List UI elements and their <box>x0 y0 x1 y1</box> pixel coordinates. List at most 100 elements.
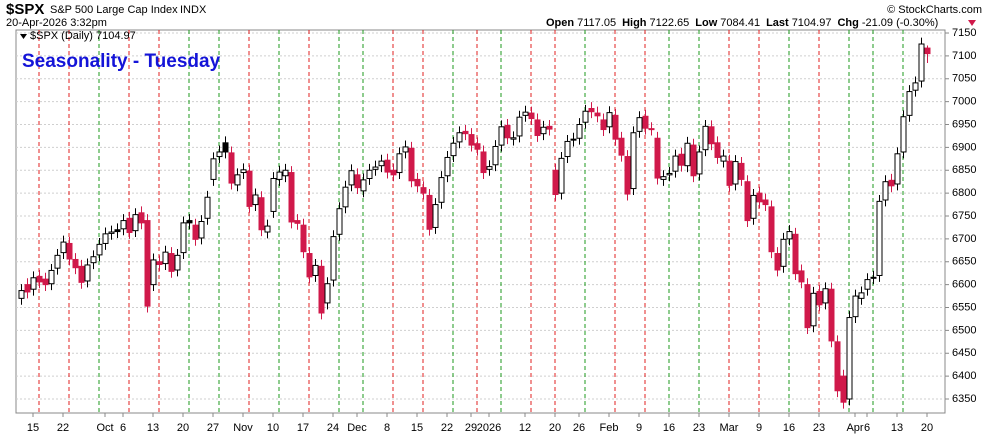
candle-body <box>582 110 589 123</box>
candle-body <box>924 47 931 55</box>
candle-body <box>402 146 409 153</box>
candle-body <box>120 220 127 230</box>
candle-body <box>684 142 691 167</box>
candle-body <box>636 117 643 132</box>
candle-body <box>90 256 97 264</box>
candle-body <box>36 275 43 283</box>
candle-body <box>252 194 259 206</box>
candle-body <box>498 126 505 146</box>
candle-body <box>414 178 421 187</box>
quote-value: 7104.97 <box>792 17 832 29</box>
candle-body <box>60 241 67 254</box>
quote-value: 7122.65 <box>650 17 690 29</box>
candle-body <box>372 166 379 170</box>
y-tick-label: 6700 <box>952 233 976 245</box>
candle-body <box>696 151 703 175</box>
candle-body <box>174 254 181 271</box>
y-tick-label: 7000 <box>952 96 976 108</box>
candle-body <box>246 170 253 207</box>
candle-body <box>756 192 763 203</box>
candle-body <box>180 222 187 254</box>
candle-body <box>294 220 301 224</box>
candle-body <box>276 171 283 180</box>
candle-body <box>216 151 223 158</box>
y-tick-label: 6350 <box>952 393 976 405</box>
candle-body <box>546 125 553 130</box>
y-tick-label: 7050 <box>952 73 976 85</box>
candle-body <box>852 295 859 318</box>
candle-body <box>672 155 679 172</box>
candle-body <box>306 253 313 278</box>
candle-body <box>384 159 391 173</box>
x-tick-label: 2026 <box>477 422 501 434</box>
candle-body <box>654 137 661 179</box>
candle-body <box>126 217 133 233</box>
candle-body <box>288 172 295 223</box>
candle-body <box>720 155 727 162</box>
candle-body <box>222 142 229 153</box>
candle-body <box>816 290 823 306</box>
quote-label: High <box>622 17 647 29</box>
change-arrow <box>968 20 976 26</box>
y-tick-label: 6600 <box>952 279 976 291</box>
candle-body <box>468 134 475 146</box>
y-tick-label: 6750 <box>952 210 976 222</box>
x-tick-label: 6 <box>864 422 870 434</box>
x-tick-label: 22 <box>57 422 69 434</box>
candle-body <box>486 166 493 170</box>
candle-body <box>18 290 25 299</box>
candle-body <box>324 283 331 304</box>
candle-body <box>72 258 79 269</box>
candle-body <box>342 186 349 208</box>
candle-body <box>138 212 145 224</box>
candle-body <box>198 221 205 239</box>
quote-value: 7117.05 <box>577 17 616 29</box>
x-tick-label: 22 <box>441 422 453 434</box>
index-name: S&P 500 Large Cap Index <box>50 4 178 16</box>
candle-body <box>510 137 517 140</box>
candle-body <box>474 143 481 150</box>
x-tick-label: Feb <box>600 422 619 434</box>
candle-body <box>282 169 289 177</box>
x-tick-label: 23 <box>693 422 705 434</box>
candle-body <box>48 269 55 285</box>
x-tick-label: 9 <box>756 422 762 434</box>
candle-body <box>420 187 427 194</box>
candle-body <box>768 206 775 253</box>
x-tick-label: 23 <box>813 422 825 434</box>
candle-body <box>348 170 355 186</box>
candle-body <box>30 277 37 290</box>
source: © StockCharts.com <box>887 4 982 16</box>
candle-body <box>66 242 73 260</box>
plot-frame <box>15 29 946 414</box>
candle-body <box>42 278 49 286</box>
candle-body <box>312 264 319 276</box>
candle-body <box>258 197 265 231</box>
y-tick-label: 6450 <box>952 347 976 359</box>
candle-body <box>894 153 901 185</box>
candle-body <box>564 140 571 158</box>
candle-body <box>456 132 463 143</box>
x-tick-label: 6 <box>120 422 126 434</box>
candle-body <box>906 91 913 116</box>
candle-body <box>240 169 247 174</box>
candle-body <box>84 264 91 282</box>
x-tick-label: 20 <box>921 422 933 434</box>
candle-body <box>318 265 325 314</box>
x-tick-label: 13 <box>147 422 159 434</box>
chart-title: Seasonality - Tuesday <box>22 51 221 72</box>
legend-label: $SPX (Daily) <box>30 30 93 42</box>
candle-body <box>810 292 817 327</box>
quote-value: 7084.41 <box>720 17 760 29</box>
x-tick-label: 26 <box>573 422 585 434</box>
candle-body <box>606 112 613 128</box>
candle-body <box>270 177 277 212</box>
candle-body <box>888 179 895 187</box>
candle-body <box>504 124 511 139</box>
candle-body <box>516 116 523 137</box>
candle-body <box>630 132 637 190</box>
candle-body <box>858 292 865 299</box>
candle-body <box>798 270 805 283</box>
